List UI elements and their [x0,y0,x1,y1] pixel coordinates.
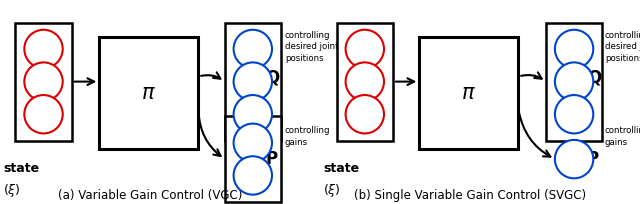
Text: state: state [3,162,39,175]
Bar [546,23,602,141]
Text: state: state [323,162,359,175]
Text: $(\xi)$: $(\xi)$ [3,182,21,199]
Ellipse shape [234,156,272,195]
Text: $\pi$: $\pi$ [141,83,156,103]
Ellipse shape [346,30,384,68]
Ellipse shape [346,62,384,101]
Ellipse shape [234,95,272,133]
Ellipse shape [555,140,593,178]
Ellipse shape [24,95,63,133]
Text: controlling
gains: controlling gains [285,126,330,147]
Ellipse shape [24,30,63,68]
Text: P: P [266,150,278,168]
Bar [337,23,393,141]
Text: controlling
desired joint
positions: controlling desired joint positions [285,31,339,63]
Text: (b) Single Variable Gain Control (SVGC): (b) Single Variable Gain Control (SVGC) [355,189,586,202]
Ellipse shape [234,30,272,68]
Ellipse shape [234,62,272,101]
Text: controlling
gains: controlling gains [605,126,640,147]
Bar [419,37,518,149]
Ellipse shape [234,124,272,162]
Text: $\pi$: $\pi$ [461,83,476,103]
Ellipse shape [24,62,63,101]
Text: P: P [587,150,599,168]
Bar [225,116,281,202]
Bar [225,23,281,141]
Text: $(\xi)$: $(\xi)$ [323,182,341,199]
Bar [99,37,198,149]
Ellipse shape [555,62,593,101]
Bar [15,23,72,141]
Text: Q: Q [266,69,280,86]
Text: controlling
desired joint
positions: controlling desired joint positions [605,31,640,63]
Ellipse shape [346,95,384,133]
Text: Q: Q [587,69,601,86]
Ellipse shape [555,30,593,68]
Text: (a) Variable Gain Control (VGC): (a) Variable Gain Control (VGC) [58,189,243,202]
Ellipse shape [555,95,593,133]
